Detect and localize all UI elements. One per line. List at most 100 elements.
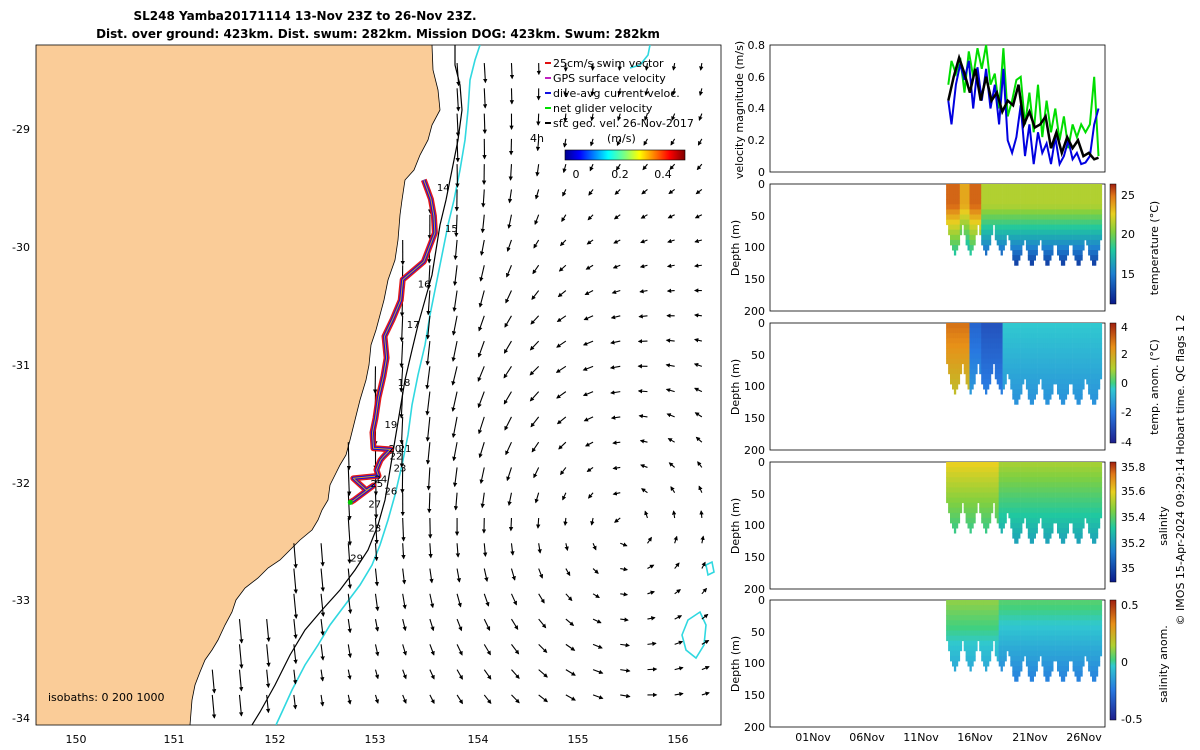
section-cell [985, 358, 988, 365]
section-cell [1020, 373, 1023, 380]
section-cell [1000, 467, 1003, 473]
section-cell [948, 343, 951, 349]
section-cell [1078, 600, 1081, 606]
velocity-arrow [456, 618, 463, 632]
section-cell [1049, 487, 1052, 493]
section-cell [963, 487, 966, 493]
velocity-arrow [665, 338, 675, 343]
section-cell [1090, 209, 1093, 215]
section-cell [1053, 234, 1056, 241]
section-cell [1012, 323, 1015, 329]
section-cell [952, 338, 955, 344]
section-cell [969, 229, 972, 236]
section-cell [990, 363, 994, 370]
section-cell [1010, 378, 1013, 385]
section-cell [1000, 204, 1003, 210]
section-cell [996, 605, 999, 611]
section-cell [1076, 245, 1079, 251]
temperature-colorbar-tick: 20 [1121, 228, 1135, 241]
velocity-arrow [694, 214, 703, 219]
section-cell [1064, 512, 1068, 519]
section-cell [1092, 640, 1095, 647]
section-cell [1084, 625, 1087, 631]
section-cell [1080, 487, 1083, 493]
section-cell [1035, 517, 1038, 524]
section-cell [1082, 492, 1085, 498]
section-cell [981, 625, 984, 631]
section-cell [1060, 655, 1064, 662]
section-cell [1055, 333, 1058, 339]
section-cell [992, 635, 996, 642]
section-cell [1029, 348, 1033, 354]
section-cell [1014, 239, 1017, 246]
section-cell [950, 645, 953, 652]
section-cell [1064, 487, 1068, 493]
section-cell [953, 209, 957, 215]
section-cell [1057, 462, 1060, 468]
section-cell [985, 512, 988, 519]
section-cell [1037, 600, 1040, 606]
section-cell [1033, 353, 1036, 359]
section-cell [1086, 378, 1089, 385]
section-cell [1068, 353, 1071, 359]
section-cell [992, 462, 996, 468]
section-cell [963, 635, 966, 642]
section-cell [1045, 389, 1048, 395]
section-cell [953, 234, 957, 241]
section-cell [1066, 640, 1069, 647]
section-cell [1029, 507, 1033, 514]
section-cell [1018, 184, 1021, 190]
section-cell [965, 214, 968, 220]
section-cell [1064, 333, 1068, 339]
section-cell [969, 645, 972, 652]
section-cell [957, 373, 961, 380]
section-cell [969, 650, 972, 657]
section-cell [1059, 204, 1062, 210]
section-cell [1057, 333, 1060, 339]
section-cell [1060, 328, 1064, 334]
section-cell [1000, 502, 1003, 509]
temperature-anomaly-colorbar-tick: 2 [1121, 348, 1128, 361]
section-cell [1018, 462, 1021, 468]
section-cell [1082, 462, 1085, 468]
velocity-arrow [292, 694, 298, 710]
section-cell [1024, 462, 1027, 468]
section-cell [1010, 194, 1013, 200]
section-cell [967, 245, 970, 251]
section-cell [963, 363, 966, 370]
section-cell [1029, 615, 1033, 621]
section-cell [1012, 507, 1015, 514]
section-cell [975, 219, 978, 226]
section-cell [950, 487, 953, 493]
section-cell [1092, 260, 1095, 266]
section-cell [969, 328, 972, 334]
section-cell [1088, 333, 1091, 339]
section-cell [957, 630, 961, 636]
section-cell [1031, 333, 1034, 339]
section-cell [1076, 239, 1079, 246]
section-cell [1094, 600, 1097, 606]
section-cell [952, 615, 955, 621]
velocity-arrow [374, 568, 380, 587]
section-cell [1092, 655, 1095, 662]
depth-tick: 200 [744, 305, 765, 318]
section-cell [971, 333, 974, 339]
velocity-arrow [507, 214, 513, 229]
section-cell [988, 462, 992, 468]
section-cell [1041, 482, 1044, 488]
section-cell [1018, 194, 1021, 200]
section-cell [1025, 214, 1029, 220]
section-cell [1029, 640, 1033, 647]
section-cell [1035, 528, 1038, 534]
section-cell [969, 368, 972, 375]
section-cell [998, 615, 1001, 621]
section-cell [975, 620, 978, 626]
section-cell [1076, 487, 1079, 493]
section-cell [981, 214, 984, 220]
velocity-arrow [479, 239, 485, 256]
section-cell [1082, 472, 1085, 478]
section-cell [996, 625, 999, 631]
velocity-arrow [665, 363, 675, 368]
section-cell [1016, 533, 1019, 539]
section-cell [963, 368, 966, 375]
